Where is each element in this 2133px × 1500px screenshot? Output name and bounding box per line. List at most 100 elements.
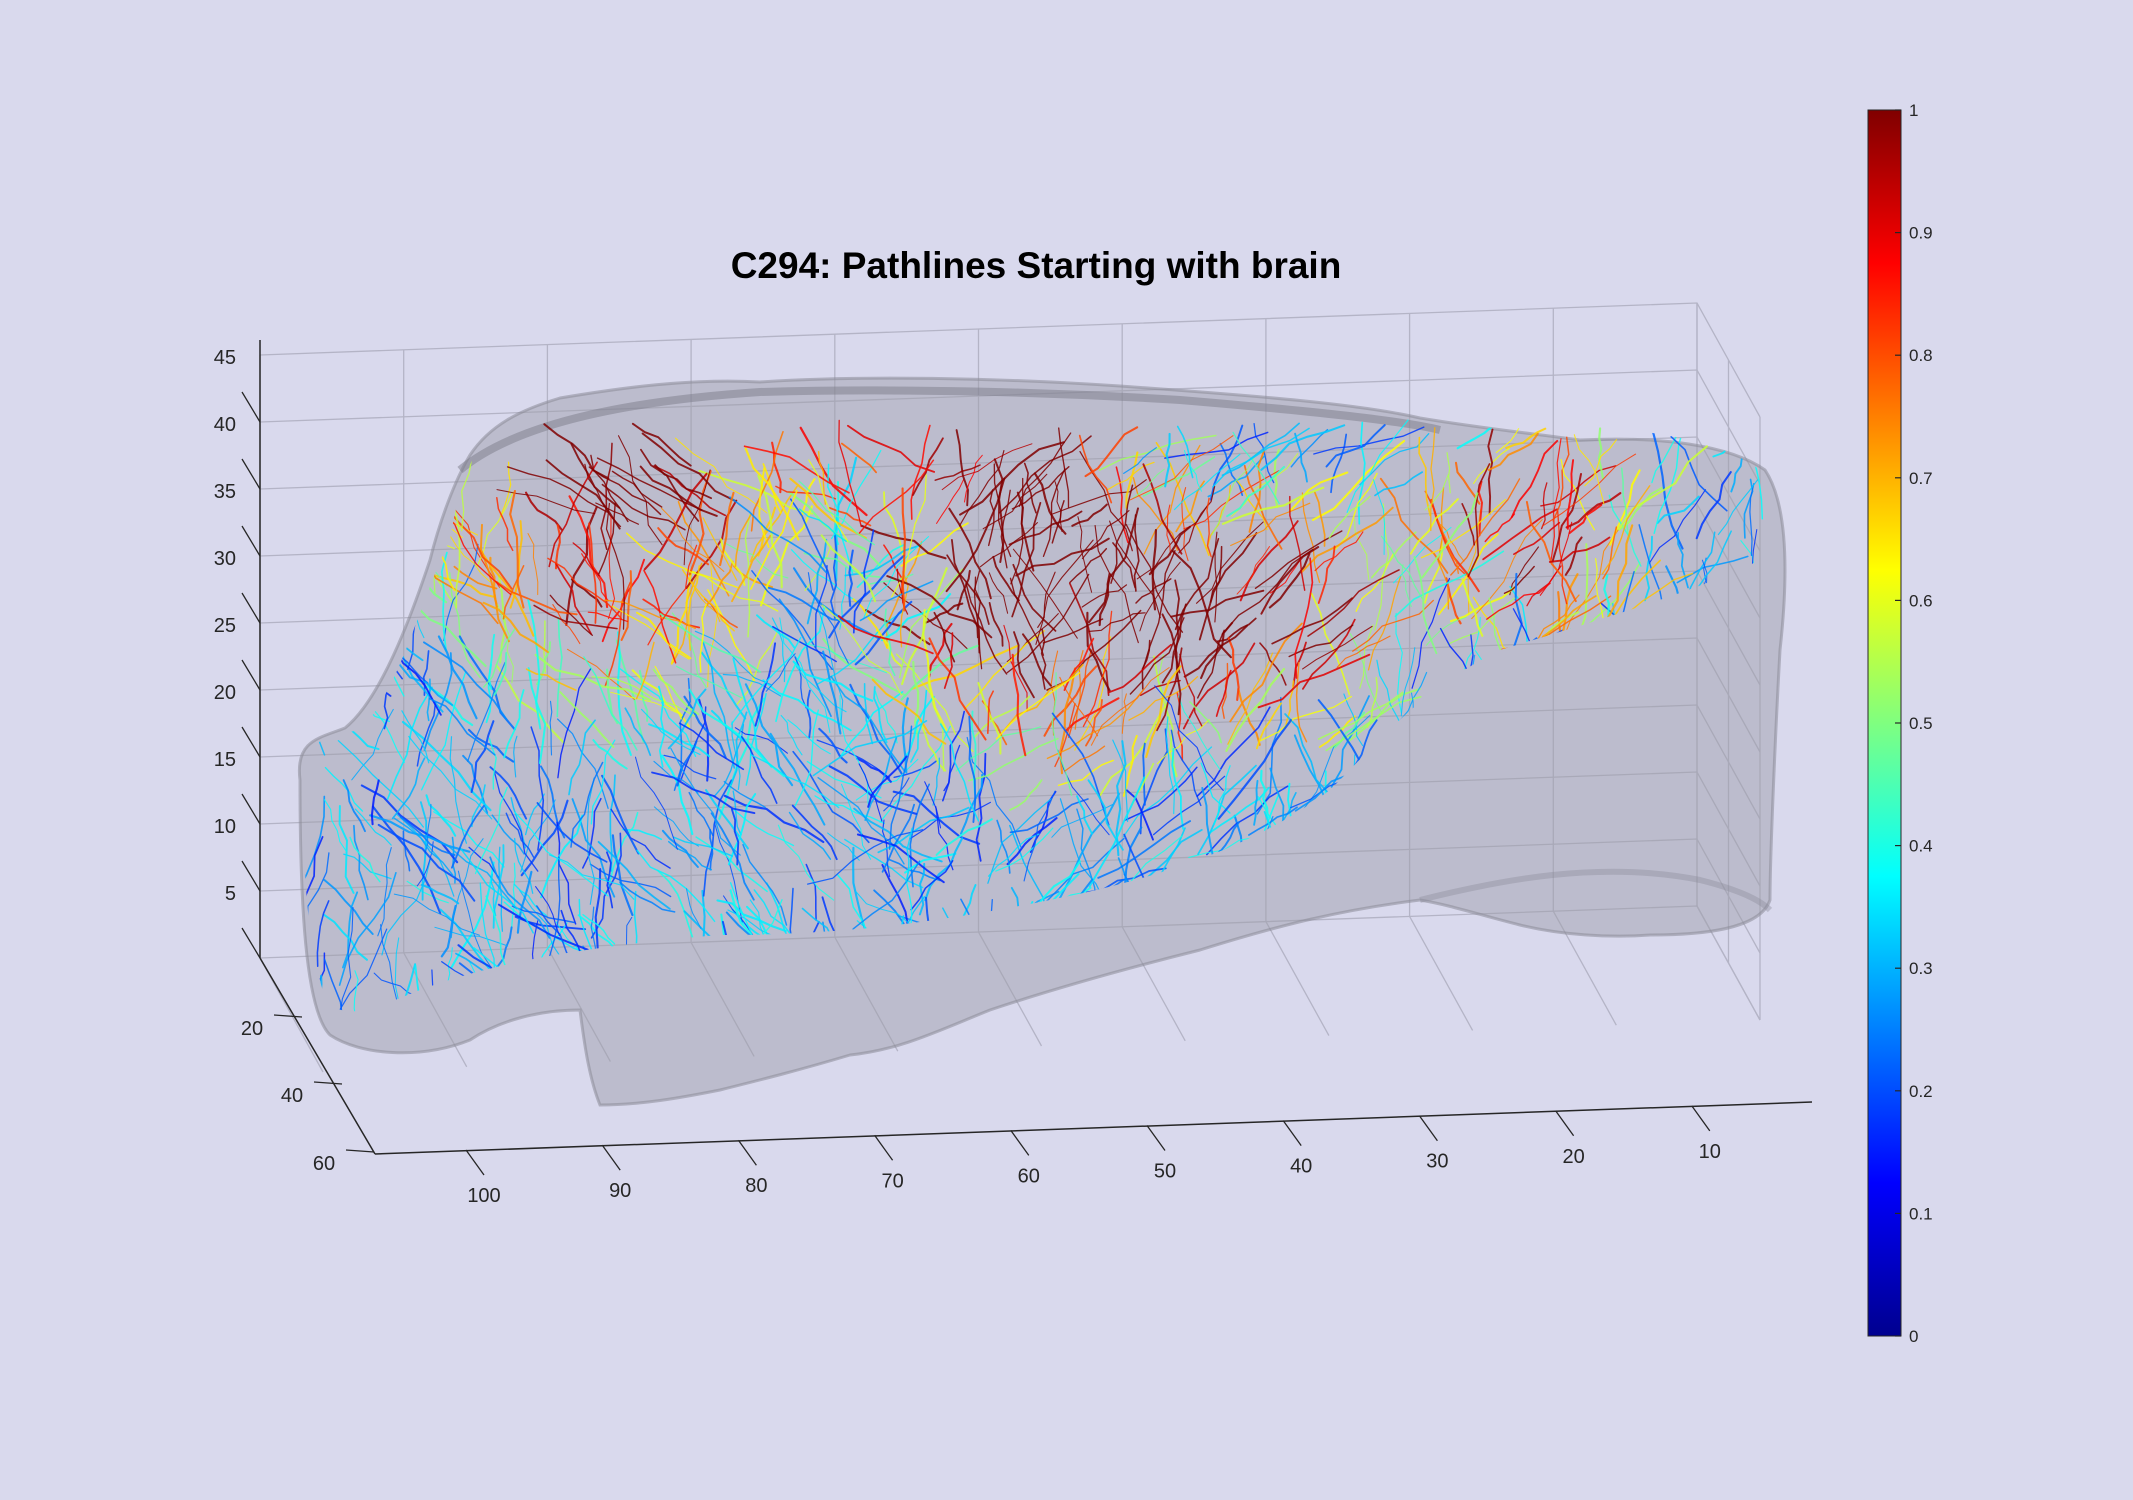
pathline bbox=[1366, 676, 1379, 728]
pathline bbox=[749, 485, 798, 563]
pathline bbox=[678, 722, 745, 771]
pathline bbox=[1178, 695, 1221, 771]
pathline bbox=[1247, 970, 1317, 994]
pathline bbox=[1112, 739, 1129, 823]
pathline bbox=[722, 673, 782, 697]
pathline bbox=[891, 474, 927, 598]
pathline bbox=[993, 458, 1005, 564]
pathline bbox=[895, 653, 974, 753]
pathline bbox=[948, 507, 992, 600]
pathline bbox=[1749, 482, 1755, 557]
pathline bbox=[1289, 495, 1306, 591]
pathline bbox=[1367, 575, 1402, 671]
pathline bbox=[740, 735, 778, 804]
pathline bbox=[1557, 510, 1568, 605]
pathline bbox=[1312, 965, 1379, 1012]
pathline bbox=[1229, 622, 1303, 723]
pathline bbox=[1583, 957, 1632, 1012]
pathline bbox=[987, 833, 1040, 877]
pathline bbox=[491, 814, 525, 855]
pathline bbox=[610, 808, 671, 869]
pathline bbox=[1227, 652, 1274, 745]
pathline bbox=[806, 689, 812, 739]
pathline bbox=[525, 668, 577, 691]
pathline bbox=[830, 532, 838, 619]
pathline bbox=[734, 513, 753, 567]
pathline bbox=[1235, 478, 1268, 531]
pathline bbox=[349, 836, 381, 883]
pathline bbox=[862, 536, 930, 620]
pathline bbox=[342, 779, 366, 833]
pathline bbox=[1473, 447, 1510, 484]
pathline bbox=[1482, 508, 1559, 561]
pathline bbox=[1334, 472, 1378, 550]
pathline bbox=[698, 698, 710, 782]
pathline bbox=[718, 697, 765, 820]
pathline bbox=[1310, 592, 1351, 696]
pathline bbox=[386, 686, 433, 801]
pathline bbox=[651, 771, 756, 815]
pathline bbox=[702, 517, 738, 581]
pathline bbox=[1023, 790, 1056, 882]
pathline bbox=[1037, 571, 1056, 628]
pathline bbox=[1601, 485, 1651, 575]
pathline bbox=[495, 580, 578, 616]
pathline bbox=[1106, 972, 1199, 1012]
pathline bbox=[1447, 597, 1516, 645]
pathline bbox=[554, 524, 561, 570]
pathline bbox=[399, 816, 456, 856]
z-tick-label: 5 bbox=[225, 883, 236, 905]
pathline bbox=[1484, 926, 1509, 983]
pathline bbox=[1148, 525, 1192, 576]
pathline bbox=[556, 616, 563, 718]
pathline bbox=[514, 837, 534, 894]
pathline bbox=[437, 635, 478, 720]
pathline bbox=[1173, 453, 1241, 511]
pathline bbox=[559, 691, 615, 748]
pathline bbox=[677, 500, 730, 597]
pathline bbox=[535, 886, 561, 937]
pathline bbox=[347, 583, 399, 650]
pathline bbox=[1374, 471, 1424, 497]
z-tick-label: 35 bbox=[214, 481, 236, 503]
pathline bbox=[588, 522, 598, 624]
pathline bbox=[1313, 491, 1326, 547]
pathline bbox=[547, 557, 623, 620]
pathline bbox=[1206, 785, 1289, 856]
pathline bbox=[1125, 451, 1139, 509]
pathline bbox=[1142, 550, 1176, 671]
pathline bbox=[1271, 597, 1353, 645]
pathline bbox=[591, 676, 696, 717]
pathline bbox=[1418, 436, 1431, 517]
pathline bbox=[772, 625, 837, 663]
pathline bbox=[1594, 557, 1604, 619]
pathline bbox=[394, 647, 442, 716]
pathline bbox=[325, 624, 346, 685]
colorbar: 0 0.1 0.2 0.3 0.4 0.5 0.6 0.7 0.8 0.9 1 bbox=[1867, 101, 1933, 1346]
pathline bbox=[601, 483, 686, 531]
pathline bbox=[838, 419, 862, 528]
pathline bbox=[681, 569, 735, 632]
pathline bbox=[1487, 432, 1539, 471]
pathline bbox=[493, 651, 508, 696]
pathline bbox=[840, 783, 872, 860]
pathline bbox=[900, 644, 979, 701]
pathline bbox=[635, 641, 655, 700]
pathline bbox=[702, 641, 736, 769]
pathline bbox=[647, 544, 698, 646]
pathline bbox=[883, 582, 969, 650]
pathline bbox=[792, 750, 870, 844]
pathline bbox=[1297, 929, 1309, 1012]
pathline bbox=[709, 829, 714, 871]
pathline bbox=[1196, 629, 1225, 699]
pathline bbox=[1110, 484, 1134, 584]
pathline bbox=[853, 807, 943, 863]
colorbar-tick-label: 0.1 bbox=[1909, 1204, 1933, 1223]
pathline bbox=[1054, 481, 1063, 533]
pathline bbox=[497, 903, 589, 951]
pathline bbox=[1541, 453, 1637, 527]
pathline bbox=[360, 488, 383, 538]
pathline bbox=[350, 540, 360, 594]
pathline bbox=[1566, 459, 1575, 530]
pathline bbox=[998, 435, 1092, 514]
